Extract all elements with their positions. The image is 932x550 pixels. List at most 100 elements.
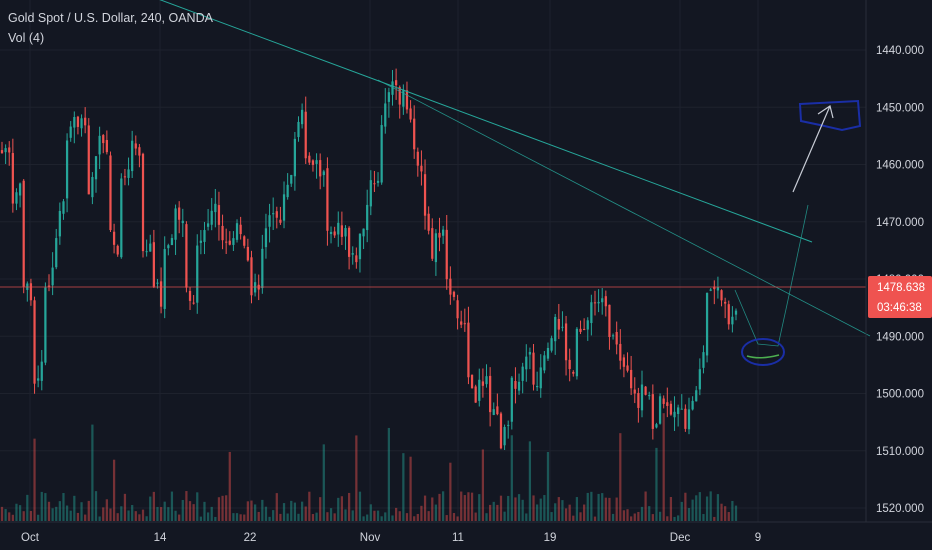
candle-body[interactable] bbox=[308, 155, 311, 163]
candle-body[interactable] bbox=[73, 116, 76, 128]
candle-body[interactable] bbox=[272, 213, 275, 215]
candle-body[interactable] bbox=[445, 229, 448, 280]
candle-body[interactable] bbox=[536, 385, 539, 388]
candle-body[interactable] bbox=[373, 183, 376, 185]
candle-body[interactable] bbox=[138, 147, 141, 156]
candle-body[interactable] bbox=[181, 220, 184, 224]
candle-body[interactable] bbox=[279, 219, 282, 223]
candle-body[interactable] bbox=[499, 413, 503, 449]
drawings[interactable] bbox=[150, 0, 871, 366]
candle-body[interactable] bbox=[637, 393, 640, 408]
candle-body[interactable] bbox=[655, 424, 658, 428]
candle-body[interactable] bbox=[413, 118, 416, 150]
candle-body[interactable] bbox=[80, 118, 83, 129]
candle-body[interactable] bbox=[376, 180, 380, 183]
time-axis[interactable]: Oct 14 22 Nov 11 19 Dec 9 bbox=[21, 532, 761, 544]
candle-body[interactable] bbox=[337, 222, 340, 235]
candle-body[interactable] bbox=[380, 125, 383, 183]
candle-body[interactable] bbox=[167, 245, 170, 249]
candle-body[interactable] bbox=[510, 377, 513, 422]
candle-body[interactable] bbox=[188, 290, 192, 301]
candle-body[interactable] bbox=[29, 283, 33, 301]
candle-body[interactable] bbox=[575, 328, 579, 377]
candle-body[interactable] bbox=[561, 326, 564, 328]
candle-body[interactable] bbox=[152, 242, 155, 287]
candle-body[interactable] bbox=[528, 351, 532, 355]
candle-body[interactable] bbox=[123, 176, 127, 178]
candle-body[interactable] bbox=[98, 135, 101, 155]
projection-low-ellipse[interactable] bbox=[741, 338, 785, 366]
candle-body[interactable] bbox=[268, 215, 271, 227]
projection-arrow[interactable] bbox=[792, 105, 831, 193]
candle-body[interactable] bbox=[120, 178, 123, 258]
candle-body[interactable] bbox=[507, 424, 510, 426]
candle-body[interactable] bbox=[651, 394, 654, 429]
candle-body[interactable] bbox=[221, 225, 224, 241]
candle-body[interactable] bbox=[37, 378, 40, 381]
candle-body[interactable] bbox=[18, 183, 22, 196]
trendline-lower[interactable] bbox=[377, 79, 871, 337]
candle-body[interactable] bbox=[91, 176, 94, 198]
candle-body[interactable] bbox=[666, 402, 669, 406]
candle-body[interactable] bbox=[619, 343, 622, 361]
candle-body[interactable] bbox=[297, 121, 300, 138]
candle-body[interactable] bbox=[557, 318, 560, 330]
candle-body[interactable] bbox=[687, 409, 691, 430]
candle-body[interactable] bbox=[33, 300, 36, 384]
candle-body[interactable] bbox=[705, 292, 709, 356]
candle-body[interactable] bbox=[673, 411, 676, 418]
candle-body[interactable] bbox=[586, 320, 589, 330]
candle-body[interactable] bbox=[467, 322, 470, 378]
candle-body[interactable] bbox=[344, 228, 347, 237]
candle-body[interactable] bbox=[416, 151, 419, 166]
candle-body[interactable] bbox=[431, 228, 434, 259]
candle-body[interactable] bbox=[470, 374, 474, 389]
candle-body[interactable] bbox=[84, 117, 87, 126]
candle-body[interactable] bbox=[69, 126, 72, 138]
candle-body[interactable] bbox=[112, 231, 116, 245]
candle-body[interactable] bbox=[492, 409, 495, 415]
candle-body[interactable] bbox=[398, 87, 401, 105]
candle-body[interactable] bbox=[514, 380, 517, 389]
candle-body[interactable] bbox=[0, 150, 4, 154]
candle-body[interactable] bbox=[246, 246, 249, 261]
candle-body[interactable] bbox=[590, 302, 593, 324]
candle-body[interactable] bbox=[702, 352, 705, 368]
candle-body[interactable] bbox=[409, 108, 412, 120]
candle-body[interactable] bbox=[232, 238, 235, 245]
candle-body[interactable] bbox=[554, 316, 557, 342]
candle-body[interactable] bbox=[300, 109, 304, 125]
candle-body[interactable] bbox=[731, 316, 734, 325]
candle-body[interactable] bbox=[478, 379, 481, 401]
candle-body[interactable] bbox=[319, 160, 322, 177]
candle-body[interactable] bbox=[438, 232, 441, 238]
candle-body[interactable] bbox=[695, 390, 698, 402]
candle-body[interactable] bbox=[185, 224, 188, 288]
candle-body[interactable] bbox=[196, 245, 199, 303]
candle-body[interactable] bbox=[369, 180, 372, 207]
candle-body[interactable] bbox=[485, 376, 488, 385]
candle-body[interactable] bbox=[669, 403, 673, 415]
candle-body[interactable] bbox=[250, 257, 253, 296]
candle-body[interactable] bbox=[460, 321, 463, 325]
candle-body[interactable] bbox=[40, 361, 43, 381]
candle-body[interactable] bbox=[199, 240, 202, 243]
candle-body[interactable] bbox=[463, 323, 466, 325]
candle-body[interactable] bbox=[105, 139, 108, 153]
candle-body[interactable] bbox=[58, 210, 61, 237]
candle-body[interactable] bbox=[149, 243, 152, 252]
candle-body[interactable] bbox=[662, 398, 665, 404]
candle-body[interactable] bbox=[604, 296, 607, 307]
candle-body[interactable] bbox=[489, 375, 492, 413]
candle-body[interactable] bbox=[217, 205, 221, 225]
candle-body[interactable] bbox=[442, 229, 445, 236]
candle-body[interactable] bbox=[496, 406, 499, 415]
candle-body[interactable] bbox=[387, 92, 391, 102]
candle-body[interactable] bbox=[94, 156, 98, 180]
candle-body[interactable] bbox=[648, 395, 651, 397]
candle-body[interactable] bbox=[311, 160, 315, 165]
candle-body[interactable] bbox=[564, 323, 568, 361]
candle-body[interactable] bbox=[608, 304, 611, 338]
candle-body[interactable] bbox=[713, 286, 716, 290]
